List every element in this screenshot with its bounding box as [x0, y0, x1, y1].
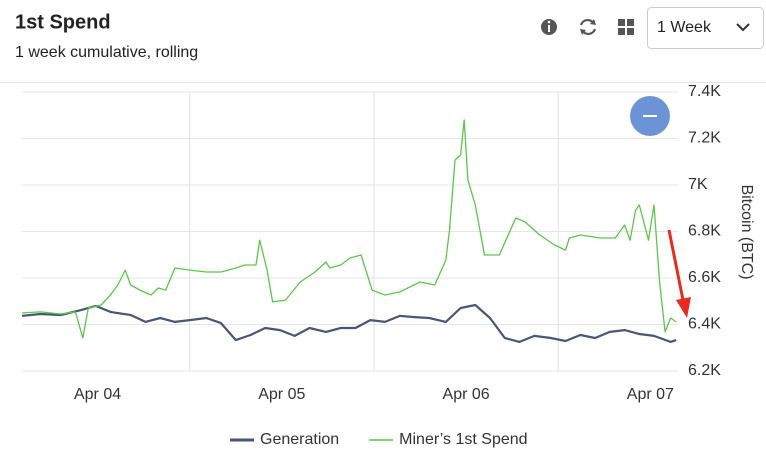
y-tick-label: 6.8K	[688, 223, 721, 240]
y-tick-label: 7K	[688, 176, 708, 193]
y-tick-label: 6.4K	[688, 316, 721, 333]
chart-subtitle: 1 week cumulative, rolling	[15, 44, 198, 61]
layout-button[interactable]	[618, 19, 634, 35]
y-tick-label: 7.4K	[688, 83, 721, 100]
chart-title: 1st Spend	[15, 11, 111, 33]
series-line	[21, 119, 677, 339]
info-button[interactable]	[541, 19, 557, 35]
legend-label: Generation	[260, 431, 339, 448]
x-tick-label: Apr 06	[443, 386, 490, 403]
y-tick-label: 7.2K	[688, 130, 721, 147]
y-tick-label: 6.2K	[688, 362, 721, 379]
plot-area: 6.2K 6.4K 6.6K 6.8K 7K 7.2K 7.4K Apr 04 Apr 05 Ap…	[21, 83, 755, 403]
series-line	[21, 303, 677, 343]
annotation-arrow	[667, 229, 691, 318]
y-tick-label: 6.6K	[688, 269, 721, 286]
x-tick-label: Apr 07	[627, 386, 674, 403]
refresh-button[interactable]	[579, 18, 597, 36]
x-tick-label: Apr 04	[74, 386, 121, 403]
dropdown-value: 1 Week	[657, 19, 712, 36]
x-tick-label: Apr 05	[258, 386, 305, 403]
y-axis-title: Bitcoin (BTC)	[738, 184, 755, 279]
collapse-button[interactable]	[630, 96, 670, 136]
legend-label: Miner’s 1st Spend	[399, 431, 527, 448]
range-dropdown[interactable]: 1 Week	[647, 7, 764, 49]
